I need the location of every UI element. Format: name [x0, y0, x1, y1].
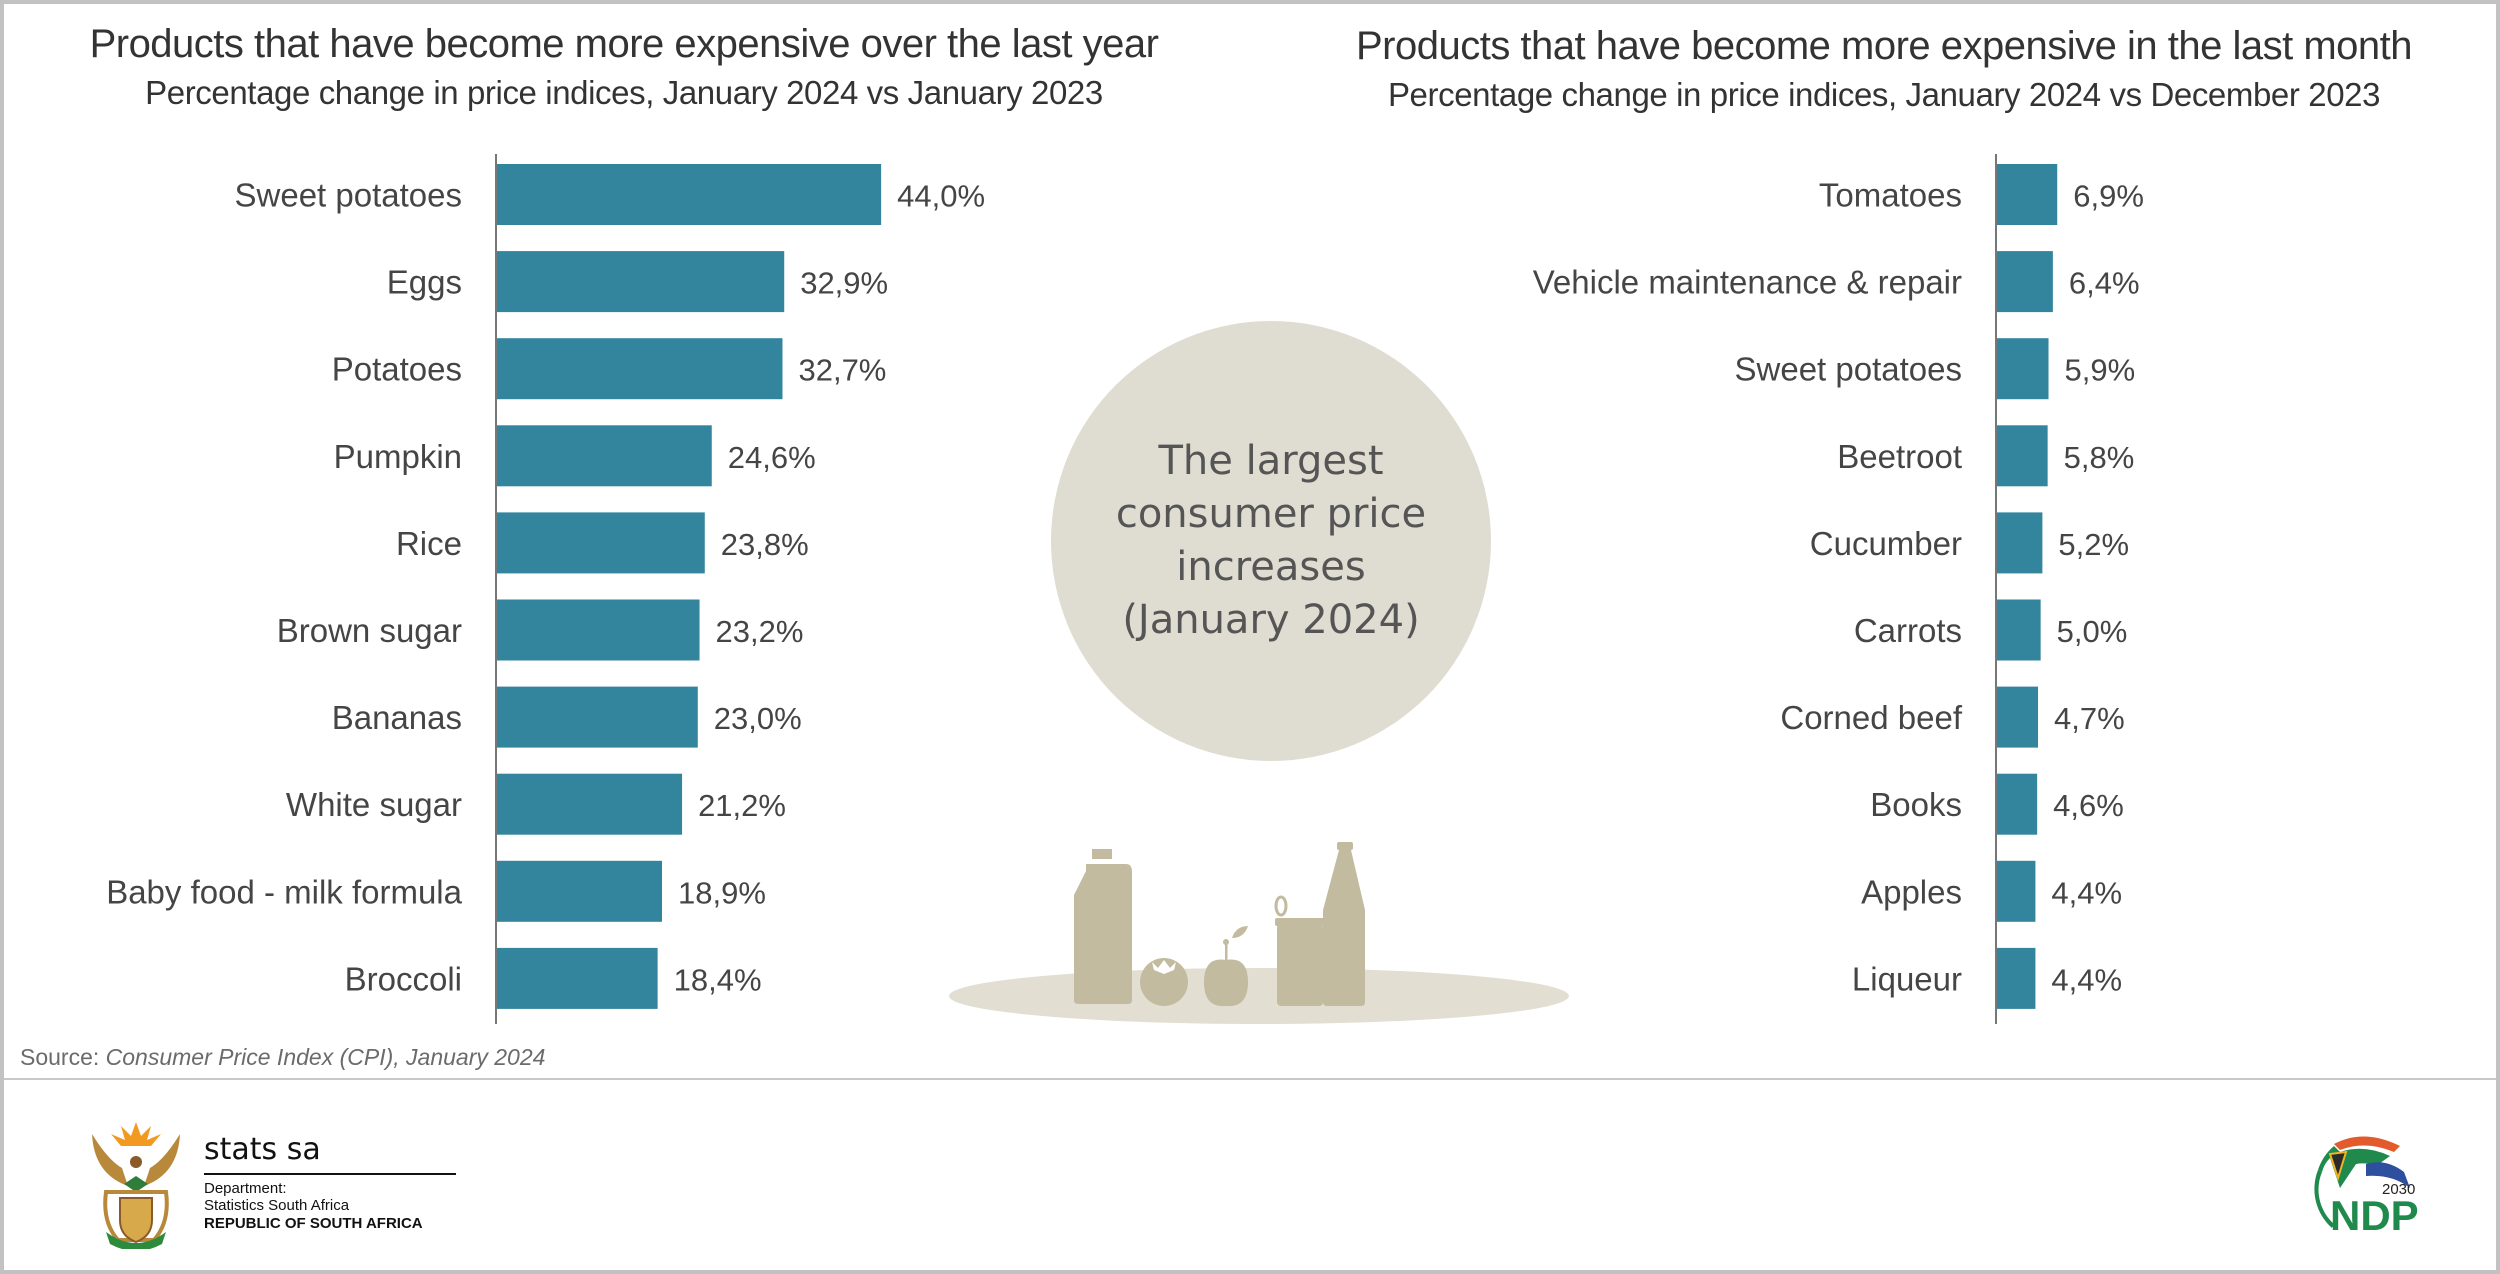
category-label: Pumpkin [334, 438, 462, 475]
bar [497, 425, 712, 487]
data-label: 21,2% [698, 788, 786, 823]
data-label: 44,0% [897, 179, 985, 214]
source-value: Consumer Price Index (CPI), January 2024 [105, 1044, 546, 1070]
stats-department: Department: [204, 1180, 287, 1197]
bar [497, 686, 698, 748]
tomato-icon [1140, 958, 1188, 1006]
bar [1997, 686, 2039, 748]
data-label: 5,9% [2065, 353, 2136, 388]
category-label: Tomatoes [1819, 177, 1962, 214]
data-label: 24,6% [728, 440, 816, 475]
right-chart-title: Products that have become more expensive… [1355, 24, 2413, 68]
category-label: Liqueur [1852, 960, 1962, 997]
data-label: 5,8% [2064, 440, 2135, 475]
data-label: 32,9% [800, 266, 888, 301]
bar [1997, 164, 2058, 225]
right-bar-chart: Tomatoes 6,9% Vehicle maintenance & repair… [1533, 154, 2144, 1024]
category-label: Sweet potatoes [1735, 351, 1963, 388]
data-label: 5,2% [2058, 527, 2129, 562]
data-label: 6,9% [2073, 179, 2144, 214]
data-label: 4,4% [2051, 962, 2122, 997]
bar [497, 164, 882, 225]
bar [1997, 512, 2043, 574]
callout-line: increases [1176, 544, 1366, 590]
category-label: Baby food - milk formula [106, 873, 462, 910]
bar [497, 338, 783, 400]
data-label: 23,0% [714, 701, 802, 736]
callout-line: (January 2024) [1122, 597, 1420, 643]
can-icon [1274, 895, 1325, 1006]
bar [497, 860, 662, 922]
bar [497, 251, 785, 313]
apple-icon [1204, 926, 1248, 1007]
category-label: Rice [396, 525, 462, 562]
bar [1997, 425, 2048, 487]
category-label: Beetroot [1837, 438, 1962, 475]
data-label: 18,9% [678, 875, 766, 910]
category-label: Eggs [387, 264, 462, 301]
bar [1997, 947, 2036, 1009]
source-label: Source: [20, 1044, 106, 1070]
data-label: 4,6% [2053, 788, 2124, 823]
ndp-2030-logo-icon: 2030 NDP [2314, 1136, 2419, 1239]
callout-text: The largest consumer price increases (Ja… [1101, 435, 1441, 647]
bar [1997, 599, 2041, 661]
callout-circle: The largest consumer price increases (Ja… [1051, 321, 1491, 761]
category-label: Apples [1861, 873, 1962, 910]
data-label: 6,4% [2069, 266, 2140, 301]
category-label: Books [1870, 786, 1962, 823]
data-label: 4,7% [2054, 701, 2125, 736]
bottle-icon [1323, 842, 1365, 1006]
left-chart-title: Products that have become more expensive… [89, 22, 1159, 66]
left-chart-subtitle: Percentage change in price indices, Janu… [145, 74, 1103, 111]
stats-country: REPUBLIC OF SOUTH AFRICA [204, 1215, 423, 1232]
milk-jug-icon [1074, 849, 1132, 1004]
stats-organisation: Statistics South Africa [204, 1197, 350, 1214]
bar [497, 773, 683, 835]
bar [1997, 860, 2036, 922]
stats-sa-wordmark: stats sa [204, 1132, 321, 1167]
groceries-illustration [949, 842, 1569, 1024]
plate-shape [949, 968, 1569, 1024]
infographic-frame: Products that have become more expensive… [4, 4, 2496, 1270]
data-label: 5,0% [2057, 614, 2128, 649]
data-label: 23,2% [716, 614, 804, 649]
category-label: Broccoli [345, 960, 462, 997]
stats-logo-rule [204, 1173, 456, 1175]
bar [497, 599, 700, 661]
bar [1997, 251, 2053, 313]
data-label: 18,4% [674, 962, 762, 997]
bar [1997, 338, 2049, 400]
footer-divider [4, 1078, 2496, 1080]
category-label: White sugar [286, 786, 462, 823]
category-label: Potatoes [332, 351, 462, 388]
data-label: 23,8% [721, 527, 809, 562]
category-label: Corned beef [1780, 699, 1962, 736]
ndp-year: 2030 [2382, 1181, 2415, 1198]
bar [1997, 773, 2038, 835]
left-bar-chart: Sweet potatoes 44,0% Eggs 32,9% Potatoes 32,7… [106, 154, 985, 1024]
callout-line: The largest [1158, 438, 1384, 484]
category-label: Vehicle maintenance & repair [1533, 264, 1962, 301]
source-note: Source: Consumer Price Index (CPI), Janu… [20, 1044, 545, 1071]
category-label: Cucumber [1810, 525, 1962, 562]
category-label: Sweet potatoes [235, 177, 463, 214]
category-label: Carrots [1854, 612, 1962, 649]
data-label: 32,7% [798, 353, 886, 388]
ndp-wordmark: NDP [2330, 1192, 2419, 1239]
coat-of-arms-icon [92, 1122, 180, 1249]
data-label: 4,4% [2051, 875, 2122, 910]
category-label: Bananas [332, 699, 462, 736]
right-chart-subtitle: Percentage change in price indices, Janu… [1387, 76, 2381, 113]
category-label: Brown sugar [277, 612, 462, 649]
bar [497, 947, 658, 1009]
callout-line: consumer price [1115, 491, 1427, 537]
bar [497, 512, 705, 574]
